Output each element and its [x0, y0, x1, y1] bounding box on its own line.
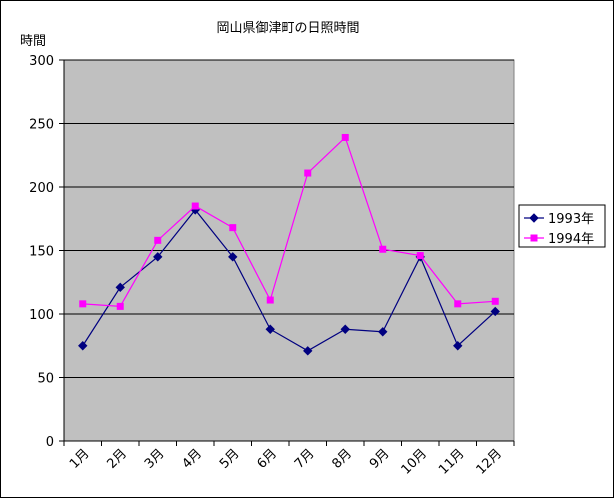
series-line [82, 136, 496, 308]
series-group [78, 133, 500, 356]
data-point [304, 169, 312, 177]
data-point [341, 133, 349, 141]
y-tick-label: 0 [46, 435, 54, 450]
y-tick-label: 150 [29, 245, 54, 260]
legend: 1993年 1994年 [518, 204, 606, 248]
data-point [228, 252, 238, 262]
data-point [153, 252, 163, 262]
data-point [191, 202, 199, 210]
legend-item: 1994年 [524, 232, 594, 247]
data-point [115, 282, 125, 293]
data-point [416, 252, 424, 260]
data-point [266, 296, 274, 304]
data-point [79, 300, 87, 308]
y-tick-label: 250 [29, 118, 54, 133]
data-point [303, 346, 313, 356]
data-point [78, 341, 88, 351]
data-point [265, 324, 275, 334]
data-point [154, 236, 162, 244]
y-tick-label: 100 [29, 308, 54, 323]
legend-label: 1993年 [548, 212, 594, 227]
y-tick-label: 200 [29, 181, 54, 196]
legend-marker [530, 234, 538, 242]
data-point [454, 300, 462, 308]
legend-marker [529, 213, 539, 223]
chart-title: 岡山県御津町の日照時間 [216, 21, 359, 36]
gridlines [64, 59, 514, 378]
data-point [490, 306, 500, 317]
series-2 [79, 133, 499, 310]
data-point [453, 341, 463, 351]
y-tick-label: 50 [37, 372, 54, 387]
data-point [340, 324, 350, 334]
series-line [82, 208, 496, 352]
data-point [379, 245, 387, 253]
y-axis-label: 時間 [20, 34, 46, 49]
y-tick-label: 300 [29, 54, 54, 69]
data-point [229, 224, 237, 232]
data-point [491, 297, 499, 305]
data-point [116, 302, 124, 310]
legend-item: 1993年 [524, 212, 594, 227]
legend-label: 1994年 [548, 232, 594, 247]
data-point [378, 327, 388, 337]
